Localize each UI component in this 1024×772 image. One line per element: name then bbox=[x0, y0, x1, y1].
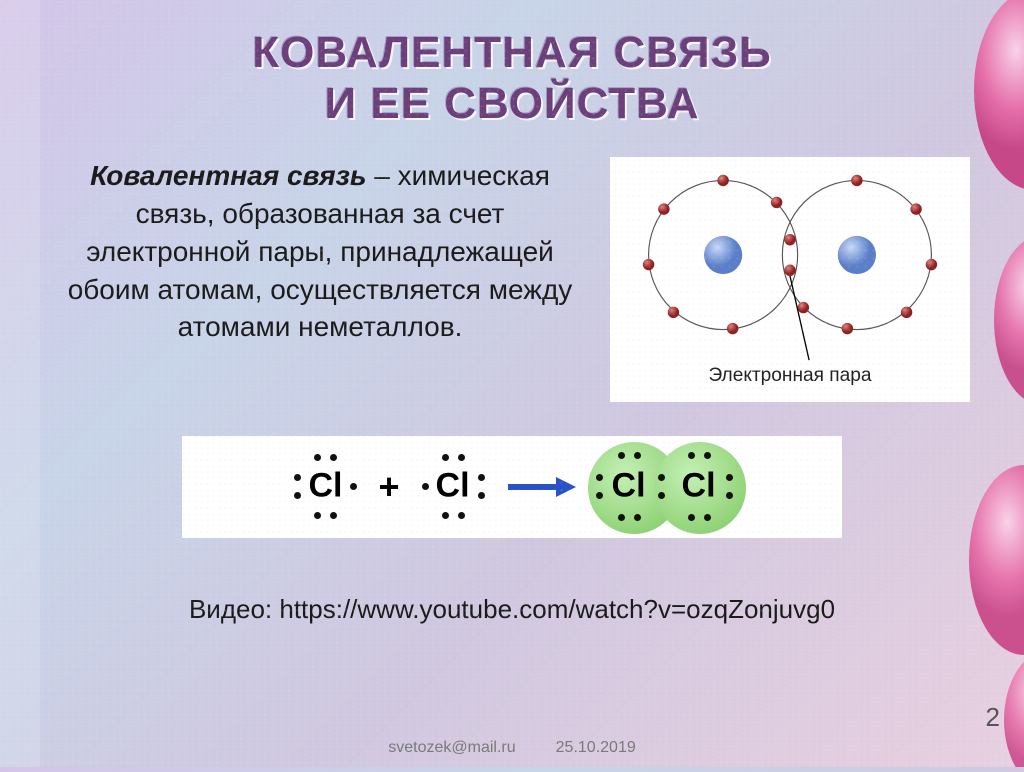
cl-symbol: Cl bbox=[308, 467, 342, 506]
lewis-cl2-product: Cl Cl bbox=[590, 448, 738, 526]
arrow-icon bbox=[506, 477, 576, 497]
page-number: 2 bbox=[986, 702, 1000, 733]
plus-sign: + bbox=[378, 466, 399, 508]
lewis-cl-right: Cl bbox=[414, 448, 492, 526]
page-title: КОВАЛЕНТНАЯ СВЯЗЬ И ЕЕ СВОЙСТВА bbox=[0, 0, 1024, 129]
footer: svetozek@mail.ru 25.10.2019 bbox=[0, 739, 1024, 757]
orbit-diagram: Электронная пара bbox=[610, 157, 970, 402]
title-line1: КОВАЛЕНТНАЯ СВЯЗЬ bbox=[0, 28, 1024, 79]
footer-date: 25.10.2019 bbox=[556, 739, 636, 757]
definition-text: Ковалентная связь – химическая связь, об… bbox=[50, 157, 590, 346]
video-link[interactable]: Видео: https://www.youtube.com/watch?v=o… bbox=[0, 594, 1024, 625]
footer-email: svetozek@mail.ru bbox=[388, 739, 515, 757]
cl-symbol: Cl bbox=[612, 467, 646, 506]
electron-pair-label: Электронная пара bbox=[708, 365, 871, 386]
lewis-cl-left: Cl bbox=[286, 448, 364, 526]
title-line2: И ЕЕ СВОЙСТВА bbox=[0, 79, 1024, 130]
cl-symbol: Cl bbox=[436, 467, 470, 506]
definition-term: Ковалентная связь bbox=[90, 160, 366, 191]
cl-symbol: Cl bbox=[682, 467, 716, 506]
lewis-diagram: Cl + Cl Cl bbox=[182, 436, 842, 538]
